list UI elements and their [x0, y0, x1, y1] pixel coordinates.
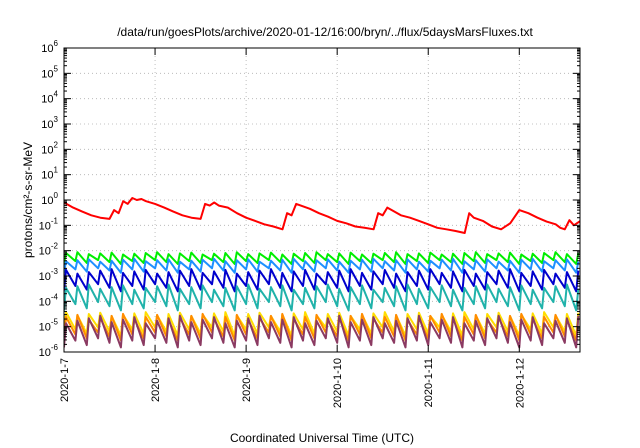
- y-tick-label: 104: [41, 90, 58, 106]
- x-tick-label: 2020-1-11: [423, 358, 435, 407]
- y-axis-label: protons/cm²-s-sr-MeV: [21, 142, 35, 258]
- y-axis-ticks: 10-6 10-5 10-4 10-3 10-2 10-1 100 101 102 103 104 1…: [39, 39, 580, 359]
- series-line: [64, 197, 580, 234]
- y-tick-label: 100: [41, 191, 58, 207]
- series-line: [64, 312, 580, 342]
- y-tick-label: 105: [41, 64, 58, 80]
- x-tick-label: 2020-1-10: [332, 358, 344, 408]
- y-tick-label: 101: [41, 166, 58, 182]
- y-tick-label: 106: [41, 39, 58, 55]
- y-tick-label: 10-3: [39, 267, 59, 283]
- chart-title: /data/run/goesPlots/archive/2020-01-12/1…: [117, 25, 533, 39]
- series-line: [64, 283, 580, 312]
- x-axis-label: Coordinated Universal Time (UTC): [230, 431, 414, 445]
- y-tick-label: 102: [41, 140, 58, 156]
- series-line: [64, 268, 580, 293]
- x-tick-label: 2020-1-7: [59, 358, 71, 402]
- y-tick-label: 10-5: [39, 318, 59, 334]
- y-tick-label: 10-2: [39, 242, 59, 258]
- series-line: [64, 311, 580, 337]
- x-tick-label: 2020-1-12: [514, 358, 526, 408]
- x-tick-label: 2020-1-8: [150, 358, 162, 402]
- y-tick-label: 10-4: [39, 292, 59, 308]
- series-line: [64, 251, 580, 265]
- grid: [64, 48, 580, 352]
- x-axis-ticks: 2020-1-7 2020-1-8 2020-1-9 2020-1-10 2020-1-…: [59, 48, 526, 408]
- y-tick-label: 10-1: [39, 216, 59, 232]
- y-tick-label: 103: [41, 115, 58, 131]
- series-line: [64, 314, 580, 349]
- series-line: [64, 257, 580, 274]
- y-tick-label: 10-6: [39, 343, 59, 359]
- x-tick-label: 2020-1-9: [241, 358, 253, 402]
- data-series: [64, 197, 580, 349]
